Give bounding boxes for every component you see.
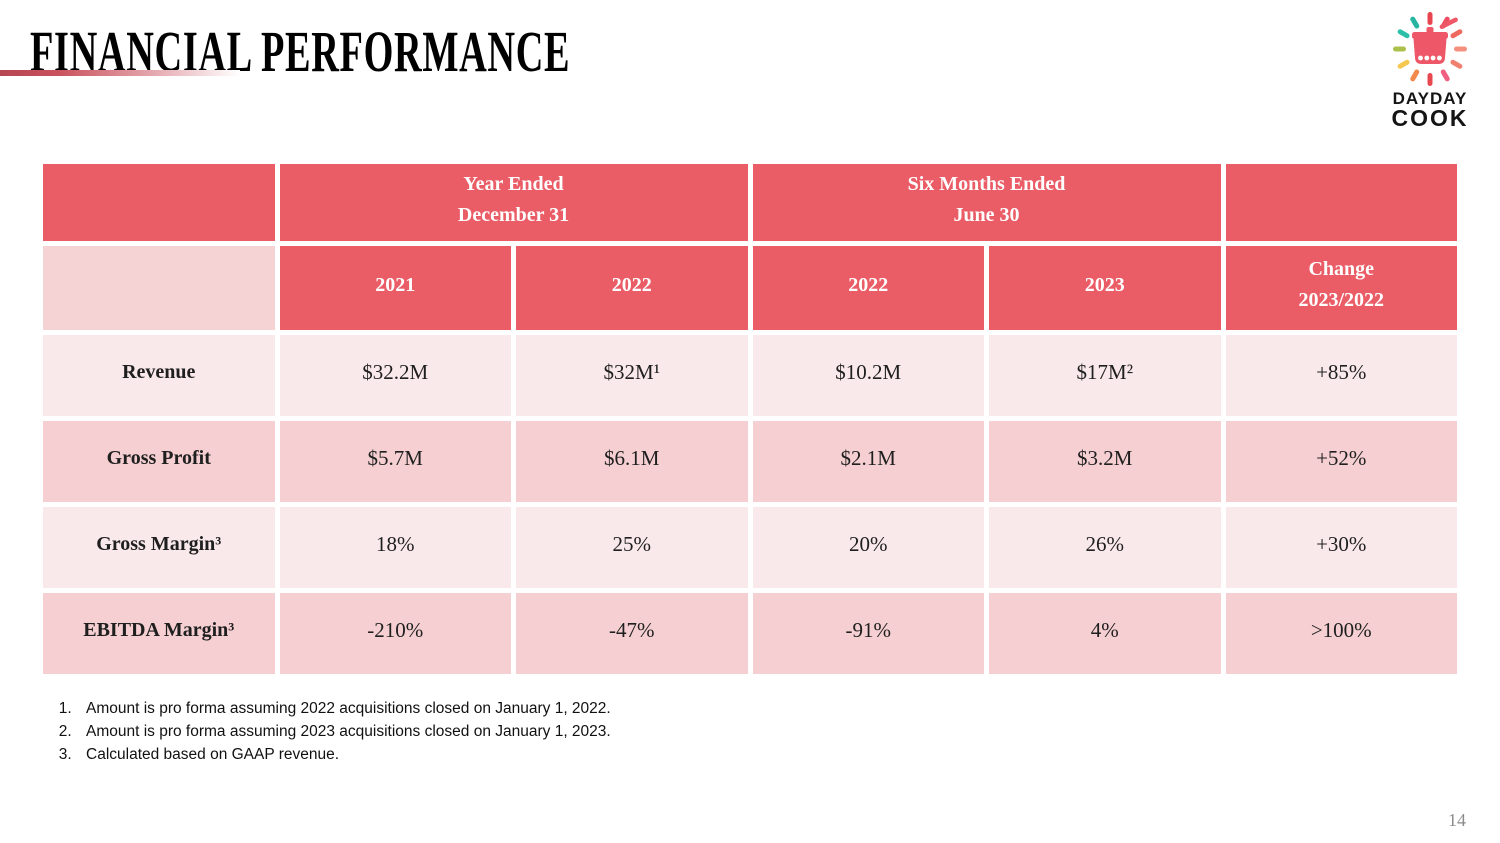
pot-shape xyxy=(1412,17,1458,64)
cell-ebitda-margin-2022-h1: -91% xyxy=(752,593,984,674)
column-header-2022-fy: 2022 xyxy=(516,246,748,330)
cell-revenue-change: +85% xyxy=(1225,335,1457,416)
cell-gross-margin-2022-h1: 20% xyxy=(752,507,984,588)
financial-performance-table: Year Ended December 31 Six Months Ended … xyxy=(43,164,1457,674)
cell-revenue-2023-h1: $17M² xyxy=(989,335,1221,416)
logo-brand-line2: COOK xyxy=(1391,105,1469,131)
cell-gross-profit-2023-h1: $3.2M xyxy=(989,421,1221,502)
cell-revenue-2021: $32.2M xyxy=(279,335,511,416)
column-header-2023-h1: 2023 xyxy=(989,246,1221,330)
cell-gross-profit-2022-h1: $2.1M xyxy=(752,421,984,502)
cell-gross-profit-change: +52% xyxy=(1225,421,1457,502)
cell-ebitda-margin-2023-h1: 4% xyxy=(989,593,1221,674)
cell-gross-profit-2022-fy: $6.1M xyxy=(516,421,748,502)
cell-ebitda-margin-2021: -210% xyxy=(279,593,511,674)
cell-revenue-2022-h1: $10.2M xyxy=(752,335,984,416)
cell-ebitda-margin-change: >100% xyxy=(1225,593,1457,674)
column-header-2021: 2021 xyxy=(279,246,511,330)
cell-gross-margin-2022-fy: 25% xyxy=(516,507,748,588)
footnotes: Amount is pro forma assuming 2022 acquis… xyxy=(58,698,611,767)
header-blank-top-right xyxy=(1225,164,1457,241)
cell-revenue-2022-fy: $32M¹ xyxy=(516,335,748,416)
page-number: 14 xyxy=(1448,810,1466,830)
logo-rays xyxy=(1393,12,1467,86)
header-blank-label-cell xyxy=(43,246,275,330)
cell-gross-margin-change: +30% xyxy=(1225,507,1457,588)
column-header-change: Change 2023/2022 xyxy=(1225,246,1457,330)
logo-brand-line1: DAYDAY xyxy=(1392,89,1468,108)
group-header-six-months-ended: Six Months Ended June 30 xyxy=(752,164,1221,241)
daydaycook-logo: DAYDAY COOK xyxy=(1382,10,1478,130)
title-underline-decoration xyxy=(0,70,240,76)
row-label-gross-profit: Gross Profit xyxy=(43,421,275,502)
cell-gross-margin-2023-h1: 26% xyxy=(989,507,1221,588)
row-label-gross-margin: Gross Margin³ xyxy=(43,507,275,588)
footnote-1: Amount is pro forma assuming 2022 acquis… xyxy=(76,698,611,721)
footnote-3: Calculated based on GAAP revenue. xyxy=(76,744,611,767)
column-header-2022-h1: 2022 xyxy=(752,246,984,330)
cooking-pot-icon xyxy=(1393,12,1467,86)
footnote-2: Amount is pro forma assuming 2023 acquis… xyxy=(76,721,611,744)
cell-gross-profit-2021: $5.7M xyxy=(279,421,511,502)
cell-gross-margin-2021: 18% xyxy=(279,507,511,588)
cell-ebitda-margin-2022-fy: -47% xyxy=(516,593,748,674)
row-label-ebitda-margin: EBITDA Margin³ xyxy=(43,593,275,674)
header-blank-top-left xyxy=(43,164,275,241)
group-header-year-ended: Year Ended December 31 xyxy=(279,164,748,241)
row-label-revenue: Revenue xyxy=(43,335,275,416)
